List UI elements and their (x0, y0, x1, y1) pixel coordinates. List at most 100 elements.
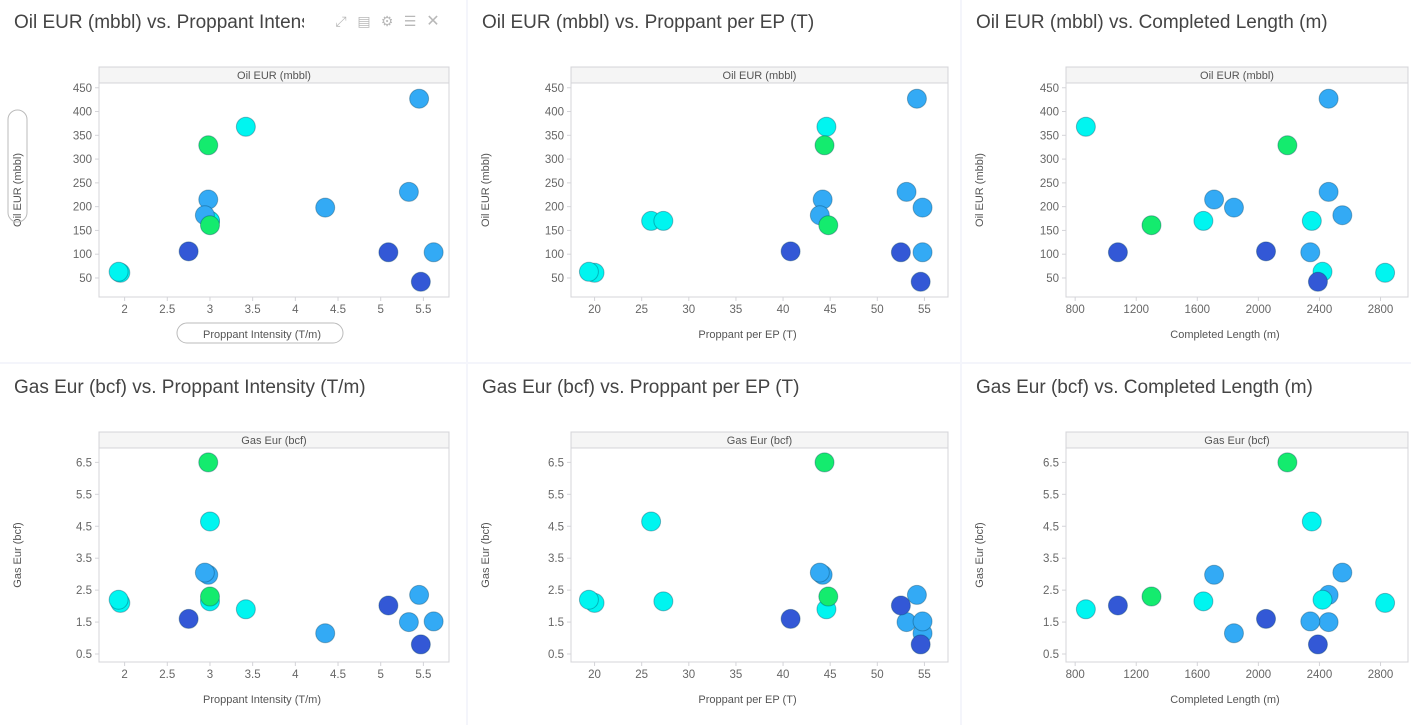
data-point[interactable] (1307, 634, 1328, 655)
data-point[interactable] (818, 586, 839, 607)
data-point[interactable] (890, 595, 911, 616)
data-point[interactable] (641, 210, 662, 231)
y-axis-label[interactable]: Gas Eur (bcf) (480, 522, 492, 587)
data-point[interactable] (199, 210, 220, 231)
data-point[interactable] (1301, 210, 1322, 231)
data-point[interactable] (816, 599, 837, 620)
data-point[interactable] (1300, 611, 1321, 632)
x-axis-label[interactable]: Completed Length (m) (1170, 329, 1279, 341)
data-point[interactable] (1307, 271, 1328, 292)
data-point[interactable] (578, 589, 599, 610)
data-point[interactable] (409, 88, 430, 109)
data-point[interactable] (198, 135, 219, 156)
data-point[interactable] (1223, 197, 1244, 218)
x-axis-selector[interactable] (176, 322, 344, 344)
data-point[interactable] (1277, 452, 1298, 473)
data-point[interactable] (198, 452, 219, 473)
y-axis-label[interactable]: Oil EUR (mbbl) (480, 153, 492, 227)
data-point[interactable] (896, 612, 917, 633)
data-point[interactable] (199, 511, 220, 532)
data-point[interactable] (1318, 181, 1339, 202)
data-point[interactable] (198, 564, 219, 585)
data-point[interactable] (816, 116, 837, 137)
data-point[interactable] (584, 262, 605, 283)
data-point[interactable] (235, 116, 256, 137)
data-point[interactable] (178, 241, 199, 262)
data-point[interactable] (410, 634, 431, 655)
data-point[interactable] (194, 205, 215, 226)
data-point[interactable] (906, 584, 927, 605)
data-point[interactable] (110, 262, 131, 283)
data-point[interactable] (1141, 215, 1162, 236)
data-point[interactable] (906, 88, 927, 109)
data-point[interactable] (398, 612, 419, 633)
data-point[interactable] (199, 215, 220, 236)
data-point[interactable] (1204, 189, 1225, 210)
data-point[interactable] (110, 592, 131, 613)
data-point[interactable] (809, 205, 830, 226)
data-point[interactable] (1193, 210, 1214, 231)
data-point[interactable] (199, 591, 220, 612)
data-point[interactable] (410, 271, 431, 292)
data-point[interactable] (814, 452, 835, 473)
data-point[interactable] (315, 623, 336, 644)
data-point[interactable] (812, 189, 833, 210)
data-point[interactable] (1300, 242, 1321, 263)
data-point[interactable] (1312, 261, 1333, 282)
data-point[interactable] (1318, 584, 1339, 605)
data-point[interactable] (199, 210, 220, 231)
data-point[interactable] (578, 261, 599, 282)
data-point[interactable] (780, 608, 801, 629)
data-point[interactable] (235, 599, 256, 620)
gear-icon[interactable]: ⚙ (380, 12, 394, 29)
data-point[interactable] (1075, 116, 1096, 137)
data-point[interactable] (912, 197, 933, 218)
y-axis-label[interactable]: Gas Eur (bcf) (12, 522, 24, 587)
data-point[interactable] (1075, 599, 1096, 620)
data-point[interactable] (1107, 242, 1128, 263)
data-point[interactable] (653, 210, 674, 231)
data-point[interactable] (1301, 511, 1322, 532)
data-point[interactable] (378, 242, 399, 263)
data-point[interactable] (1223, 623, 1244, 644)
list-icon[interactable]: ☰ (403, 12, 417, 29)
x-axis-label[interactable]: Proppant per EP (T) (698, 329, 796, 341)
data-point[interactable] (1193, 591, 1214, 612)
data-point[interactable] (409, 584, 430, 605)
y-axis-label[interactable]: Gas Eur (bcf) (974, 522, 986, 587)
data-point[interactable] (1277, 135, 1298, 156)
data-point[interactable] (198, 189, 219, 210)
data-point[interactable] (423, 611, 444, 632)
y-axis-label[interactable]: Oil EUR (mbbl) (974, 153, 986, 227)
data-point[interactable] (1318, 612, 1339, 633)
data-point[interactable] (1107, 595, 1128, 616)
data-point[interactable] (809, 562, 830, 583)
y-axis-selector[interactable] (7, 109, 28, 223)
data-point[interactable] (780, 241, 801, 262)
data-point[interactable] (1375, 592, 1396, 613)
data-point[interactable] (178, 608, 199, 629)
data-point[interactable] (584, 592, 605, 613)
data-point[interactable] (1256, 608, 1277, 629)
data-point[interactable] (818, 215, 839, 236)
data-point[interactable] (1332, 562, 1353, 583)
data-point[interactable] (910, 634, 931, 655)
y-axis-label[interactable]: Oil EUR (mbbl) (12, 153, 24, 227)
data-point[interactable] (398, 181, 419, 202)
data-point[interactable] (912, 623, 933, 644)
data-point[interactable] (912, 242, 933, 263)
data-point[interactable] (1141, 586, 1162, 607)
notes-icon[interactable]: ▤ (357, 12, 371, 29)
x-axis-label[interactable]: Proppant Intensity (T/m) (203, 329, 321, 341)
data-point[interactable] (315, 197, 336, 218)
data-point[interactable] (653, 591, 674, 612)
x-axis-label[interactable]: Completed Length (m) (1170, 694, 1279, 706)
data-point[interactable] (912, 611, 933, 632)
data-point[interactable] (423, 242, 444, 263)
data-point[interactable] (890, 242, 911, 263)
data-point[interactable] (812, 564, 833, 585)
x-axis-label[interactable]: Proppant per EP (T) (698, 694, 796, 706)
data-point[interactable] (108, 589, 129, 610)
data-point[interactable] (910, 271, 931, 292)
data-point[interactable] (1312, 589, 1333, 610)
